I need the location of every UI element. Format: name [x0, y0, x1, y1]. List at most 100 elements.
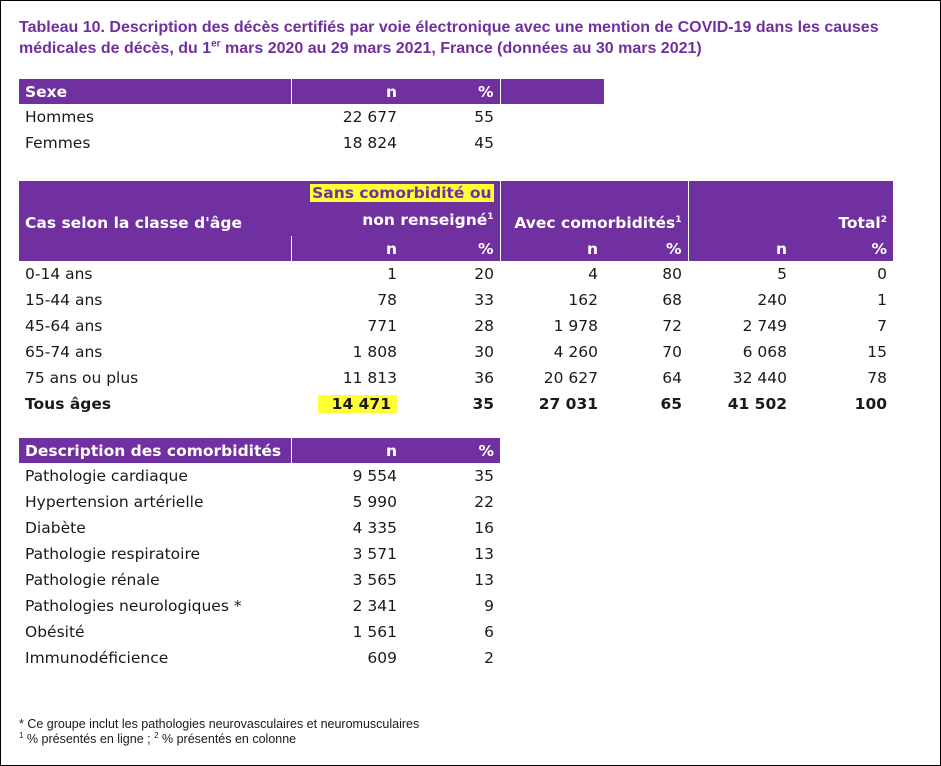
cell-pct-avec: 72: [662, 317, 683, 336]
cell-n-total: 2 749: [742, 317, 788, 336]
cell-pct-total: 7: [877, 317, 888, 336]
table-row: Pathologie respiratoire 3 571 13: [19, 541, 500, 567]
total-row: Tous âges 14 471 35 27 031 65 41 502 100: [19, 391, 893, 417]
cell-n-sans: 14 471: [291, 391, 403, 417]
cell-n-avec: 1 978: [553, 317, 599, 336]
age-table-header-top: Cas selon la classe d'âge Sans comorbidi…: [19, 181, 894, 237]
cell-n: 1 561: [352, 623, 397, 641]
cell-n: 4 335: [352, 519, 397, 537]
row-label: Pathologie cardiaque: [25, 467, 188, 485]
cell-pct-sans: 28: [474, 317, 495, 336]
cell-pct-sans: 20: [474, 265, 495, 284]
row-label: 0-14 ans: [25, 265, 93, 284]
table-row: 15-44 ans 78 33 162 68 240 1: [19, 287, 893, 313]
cell-n-sans: 1 808: [352, 343, 397, 362]
cell-pct: 22: [474, 493, 494, 511]
row-label: Tous âges: [25, 395, 112, 414]
comorbidity-table: Description des comorbidités n % Patholo…: [19, 438, 500, 671]
column-header-pct-3: %: [793, 236, 894, 262]
group-label-line1: Sans comorbidité ou: [310, 184, 494, 202]
row-label: Diabète: [25, 519, 86, 537]
row-label: Obésité: [25, 623, 85, 641]
footnote-2: 1 % présentés en ligne ; 2 % présentés e…: [19, 730, 297, 746]
cell-pct: 55: [474, 108, 494, 126]
cell-pct-avec: 80: [662, 265, 683, 284]
table-row: 75 ans ou plus 11 813 36 20 627 64 32 440 78: [19, 365, 893, 391]
cell-pct: 2: [484, 649, 494, 667]
row-label: 15-44 ans: [25, 291, 103, 310]
column-header-blank: [19, 236, 291, 262]
cell-n-total: 240: [757, 291, 788, 310]
column-header-sexe: Sexe: [19, 79, 291, 104]
row-label: Immunodéficience: [25, 649, 169, 667]
table-row: Immunodéficience 609 2: [19, 645, 500, 671]
cell-pct-total: 1: [877, 291, 888, 310]
cell-pct: 45: [474, 134, 494, 152]
table-row: Pathologie cardiaque 9 554 35: [19, 463, 500, 489]
cell-n: 2 341: [352, 597, 397, 615]
table-row: Diabète 4 335 16: [19, 515, 500, 541]
column-header-empty: [499, 79, 604, 104]
cell-n-total: 32 440: [732, 369, 788, 388]
cell-pct-avec: 68: [662, 291, 683, 310]
age-table: Cas selon la classe d'âge Sans comorbidi…: [19, 181, 894, 417]
column-group-total: Total2: [687, 181, 894, 237]
cell-n: 609: [367, 649, 397, 667]
cell-pct: 16: [474, 519, 494, 537]
cell-pct: 35: [474, 467, 494, 485]
row-label: 75 ans ou plus: [25, 369, 139, 388]
cell-n: 22 677: [342, 108, 397, 126]
cell-pct-sans: 30: [474, 343, 495, 362]
cell-pct-total: 15: [867, 343, 888, 362]
cell-pct-total: 78: [867, 369, 888, 388]
age-table-header-sub: n % n % n %: [19, 236, 894, 262]
column-header-description: Description des comorbidités: [19, 438, 291, 463]
table-row: Pathologies neurologiques * 2 341 9: [19, 593, 500, 619]
cell-pct: 13: [474, 571, 494, 589]
cell-pct-total: 100: [854, 395, 888, 414]
cell-pct: 9: [484, 597, 494, 615]
table-title: Tableau 10. Description des décès certif…: [19, 19, 879, 57]
column-group-sans-comorbidite: Sans comorbidité ou non renseigné1: [291, 181, 501, 237]
cell-n-avec: 27 031: [538, 395, 599, 414]
column-group-avec-comorbidites: Avec comorbidités1: [499, 181, 689, 237]
column-header-pct: %: [403, 438, 500, 463]
row-label: Hypertension artérielle: [25, 493, 204, 511]
table-row: Hommes 22 677 55: [19, 104, 604, 130]
cell-n-avec: 20 627: [543, 369, 599, 388]
cell-n: 3 565: [352, 571, 397, 589]
cell-pct: 13: [474, 545, 494, 563]
cell-empty: [500, 104, 604, 130]
row-label: 45-64 ans: [25, 317, 103, 336]
table-row: 0-14 ans 1 20 4 80 5 0: [19, 261, 893, 287]
cell-n-avec: 162: [568, 291, 599, 310]
table-row: Obésité 1 561 6: [19, 619, 500, 645]
column-header-n: n: [290, 79, 403, 104]
column-header-pct-1: %: [403, 236, 501, 262]
sex-table-header: Sexe n %: [19, 79, 604, 104]
cell-pct: 6: [484, 623, 494, 641]
cell-pct-sans: 36: [474, 369, 495, 388]
cell-n: 5 990: [352, 493, 397, 511]
group-label-line2: non renseigné: [362, 211, 488, 230]
table-row: Hypertension artérielle 5 990 22: [19, 489, 500, 515]
footnotes: * Ce groupe inclut les pathologies neuro…: [19, 717, 419, 747]
comorbidity-table-header: Description des comorbidités n %: [19, 438, 500, 463]
row-label: Pathologie rénale: [25, 571, 160, 589]
cell-pct-avec: 64: [662, 369, 683, 388]
table-row: Pathologie rénale 3 565 13: [19, 567, 500, 593]
column-header-n-2: n: [499, 236, 605, 262]
cell-empty: [500, 130, 604, 156]
cell-n: 9 554: [352, 467, 397, 485]
cell-n-total: 6 068: [742, 343, 788, 362]
cell-n-avec: 4 260: [553, 343, 599, 362]
cell-pct-avec: 65: [660, 395, 683, 414]
table-row: 45-64 ans 771 28 1 978 72 2 749 7: [19, 313, 893, 339]
cell-n-avec: 4: [588, 265, 599, 284]
column-header-n-1: n: [290, 236, 403, 262]
cell-n-sans: 771: [367, 317, 397, 336]
cell-pct-sans: 35: [472, 395, 495, 414]
cell-n-total: 41 502: [727, 395, 788, 414]
footnote-1: * Ce groupe inclut les pathologies neuro…: [19, 717, 420, 731]
highlighted-value: 14 471: [317, 395, 397, 414]
